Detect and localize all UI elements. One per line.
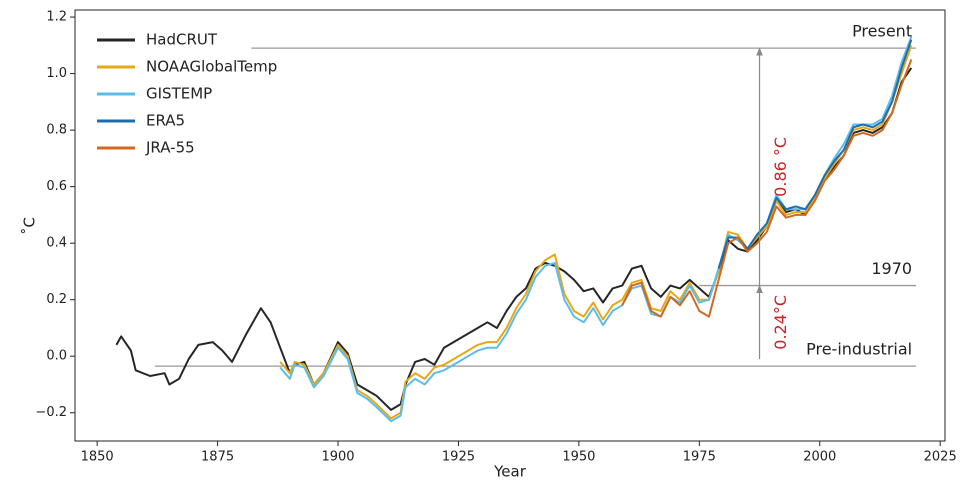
- plot-frame: [74, 9, 946, 442]
- legend-label: GISTEMP: [146, 85, 212, 103]
- x-tick-label: 1875: [201, 450, 234, 465]
- x-tick-label: 2000: [803, 450, 836, 465]
- x-tick-label: 1950: [562, 450, 595, 465]
- legend-label: NOAAGlobalTemp: [146, 58, 277, 76]
- x-tick-label: 1975: [683, 450, 716, 465]
- x-tick-label: 1850: [81, 450, 114, 465]
- y-tick-label: 0.8: [46, 123, 67, 138]
- series-line: [717, 39, 913, 269]
- x-tick-label: 2025: [924, 450, 957, 465]
- y-tick-label: −0.2: [35, 405, 67, 420]
- x-axis-label: Year: [493, 463, 527, 481]
- series-line: [279, 44, 913, 420]
- reference-label: 1970: [871, 259, 912, 278]
- y-axis-label: ˚C: [21, 217, 39, 235]
- y-tick-label: 0.6: [46, 179, 67, 194]
- y-tick-label: 0.4: [46, 236, 67, 251]
- arrow-label: 0.24°C: [771, 295, 790, 350]
- legend-label: ERA5: [146, 112, 185, 130]
- y-tick-label: 1.2: [46, 10, 67, 25]
- reference-label: Present: [852, 22, 912, 41]
- legend-label: HadCRUT: [146, 31, 218, 49]
- series-line: [279, 36, 913, 423]
- y-tick-label: 1.0: [46, 66, 67, 81]
- y-tick-label: 0.0: [46, 349, 67, 364]
- arrow-label: 0.86 °C: [771, 137, 790, 197]
- x-tick-label: 1900: [321, 450, 354, 465]
- y-tick-label: 0.2: [46, 292, 67, 307]
- reference-label: Pre-industrial: [806, 340, 912, 359]
- x-tick-label: 1925: [442, 450, 475, 465]
- legend-label: JRA-55: [145, 139, 195, 157]
- series-line: [115, 67, 913, 411]
- series-line: [621, 59, 913, 318]
